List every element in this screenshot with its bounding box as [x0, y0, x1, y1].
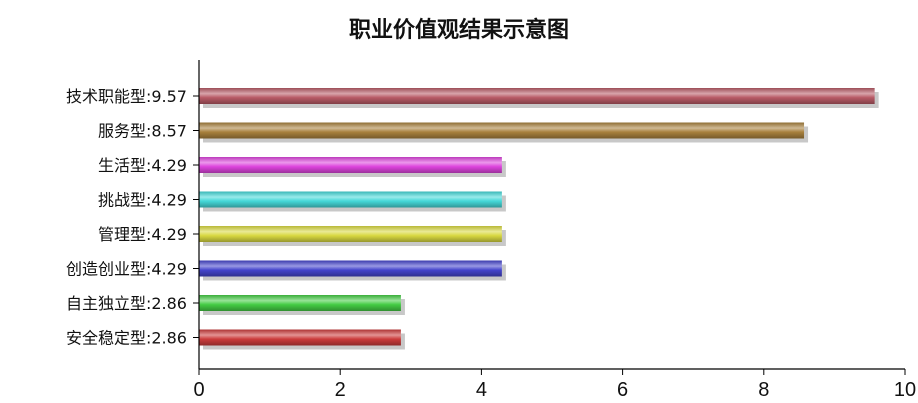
x-tick-label: 8 [758, 379, 769, 401]
x-tick-label: 4 [476, 379, 487, 401]
category-label: 挑战型:4.29 [98, 191, 187, 210]
bar-1 [199, 88, 875, 104]
bar-2 [199, 122, 805, 139]
x-tick-label: 10 [894, 379, 916, 401]
x-tick-label: 0 [193, 379, 204, 401]
bar-5 [199, 226, 502, 242]
category-label: 自主独立型:2.86 [66, 294, 187, 313]
category-label: 生活型:4.29 [98, 156, 187, 175]
x-tick-label: 6 [617, 379, 628, 401]
category-label: 服务型:8.57 [98, 122, 187, 141]
x-tick-label: 2 [335, 379, 346, 401]
bar-4 [199, 191, 502, 208]
bar-8 [199, 329, 401, 346]
chart-title: 职业价值观结果示意图 [348, 18, 569, 43]
category-label: 管理型:4.29 [98, 225, 187, 244]
category-label: 安全稳定型:2.86 [66, 329, 187, 348]
bar-7 [199, 295, 401, 311]
bar-6 [199, 260, 502, 277]
bar-3 [199, 157, 502, 173]
category-label: 创造创业型:4.29 [66, 260, 187, 279]
category-label: 技术职能型:9.57 [66, 87, 187, 106]
